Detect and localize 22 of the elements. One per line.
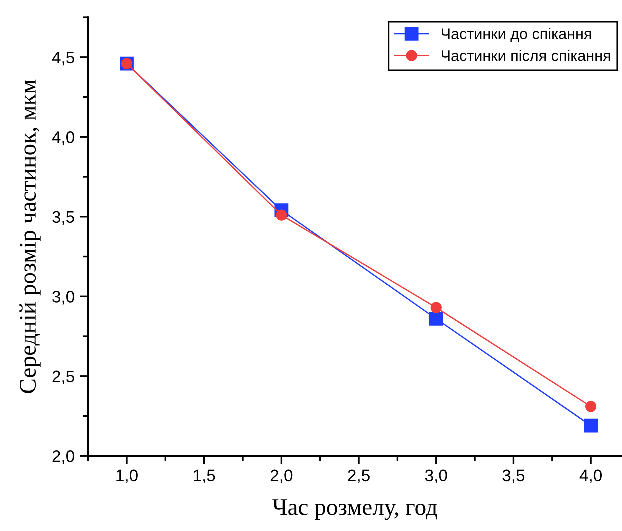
x-tick-label: 1,0 xyxy=(116,470,138,484)
point xyxy=(276,210,288,221)
y-tick-label: 3,5 xyxy=(52,211,74,226)
x-tick-label: 4,0 xyxy=(580,470,602,484)
legend-label: Частинки до спікання xyxy=(442,28,592,42)
point xyxy=(430,302,442,314)
x-tick-label: 3,0 xyxy=(425,470,448,484)
y-tick-label: 2,0 xyxy=(52,450,74,464)
x-tick-label: 2,5 xyxy=(348,470,370,484)
y-tick-label: 4,5 xyxy=(52,52,74,66)
point xyxy=(586,401,597,412)
x-axis-title: Час розмелу, год xyxy=(272,500,438,520)
legend-label: Частинки після спікання xyxy=(442,50,610,62)
x-tick-label: 2,0 xyxy=(270,470,293,484)
point xyxy=(584,418,598,433)
point xyxy=(429,312,444,326)
y-tick-label: 3,0 xyxy=(52,291,74,305)
y-tick-label: 2,5 xyxy=(52,370,74,385)
y-tick-label: 4,0 xyxy=(52,132,74,146)
y-axis-title: Середній розмір частинок, мкм xyxy=(20,80,41,394)
x-tick-label: 1,5 xyxy=(194,470,216,484)
x-tick-label: 3,5 xyxy=(502,470,525,484)
